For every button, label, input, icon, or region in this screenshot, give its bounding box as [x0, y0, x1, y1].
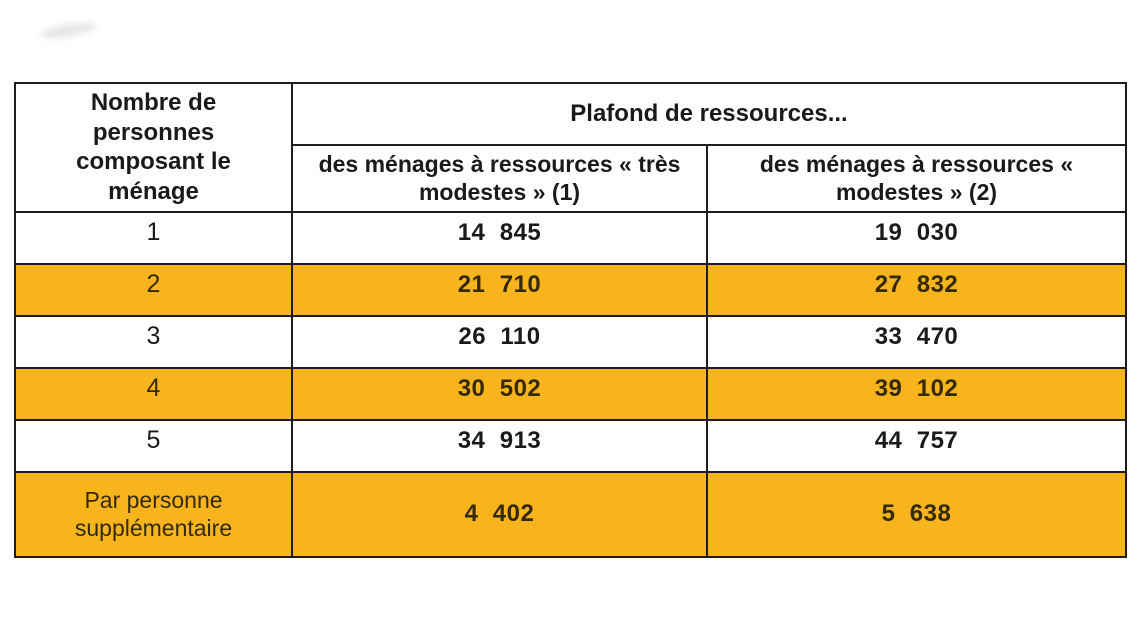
value-cell-tres-modestes: 21 710 — [291, 262, 708, 317]
row-label-cell: 1 — [14, 210, 293, 265]
value-cell-tres-modestes: 4 402 — [291, 470, 708, 559]
header-row-sub: des ménages à ressources « très modestes… — [15, 144, 1127, 213]
value-cell-modestes: 39 102 — [706, 366, 1127, 421]
value-cell-tres-modestes: 14 845 — [291, 210, 708, 265]
value-cell-modestes: 44 757 — [706, 418, 1127, 473]
table-row: 4 30 502 39 102 — [14, 366, 1127, 421]
scan-artifact-smudge — [39, 19, 97, 42]
value-cell-tres-modestes: 26 110 — [291, 314, 708, 369]
row-label-cell: 5 — [14, 418, 293, 473]
value-cell-modestes: 33 470 — [706, 314, 1127, 369]
table-row: 3 26 110 33 470 — [14, 314, 1127, 369]
value-cell-modestes: 27 832 — [706, 262, 1127, 317]
row-label-cell: 4 — [14, 366, 293, 421]
header-household-size: Nombre de personnes composant le ménage — [14, 82, 293, 213]
resource-ceiling-table: Nombre de personnes composant le ménage … — [14, 81, 1127, 559]
table-row: 5 34 913 44 757 — [14, 418, 1127, 473]
row-label-cell: 2 — [14, 262, 293, 317]
value-cell-modestes: 5 638 — [706, 470, 1127, 559]
value-cell-tres-modestes: 34 913 — [291, 418, 708, 473]
table-row: 1 14 845 19 030 — [14, 210, 1127, 265]
table-row: 2 21 710 27 832 — [14, 262, 1127, 317]
row-label-cell: 3 — [14, 314, 293, 369]
row-label-cell: Par personne supplémentaire — [14, 470, 293, 559]
value-cell-modestes: 19 030 — [706, 210, 1127, 265]
header-plafond-ressources: Plafond de ressources... — [291, 81, 1127, 147]
header-tres-modestes: des ménages à ressources « très modestes… — [291, 144, 708, 213]
table-row-per-additional-person: Par personne supplémentaire 4 402 5 638 — [14, 470, 1127, 559]
header-row-top: Nombre de personnes composant le ménage … — [14, 81, 1127, 213]
value-cell-tres-modestes: 30 502 — [291, 366, 708, 421]
header-modestes: des ménages à ressources « modestes » (2… — [706, 144, 1127, 213]
